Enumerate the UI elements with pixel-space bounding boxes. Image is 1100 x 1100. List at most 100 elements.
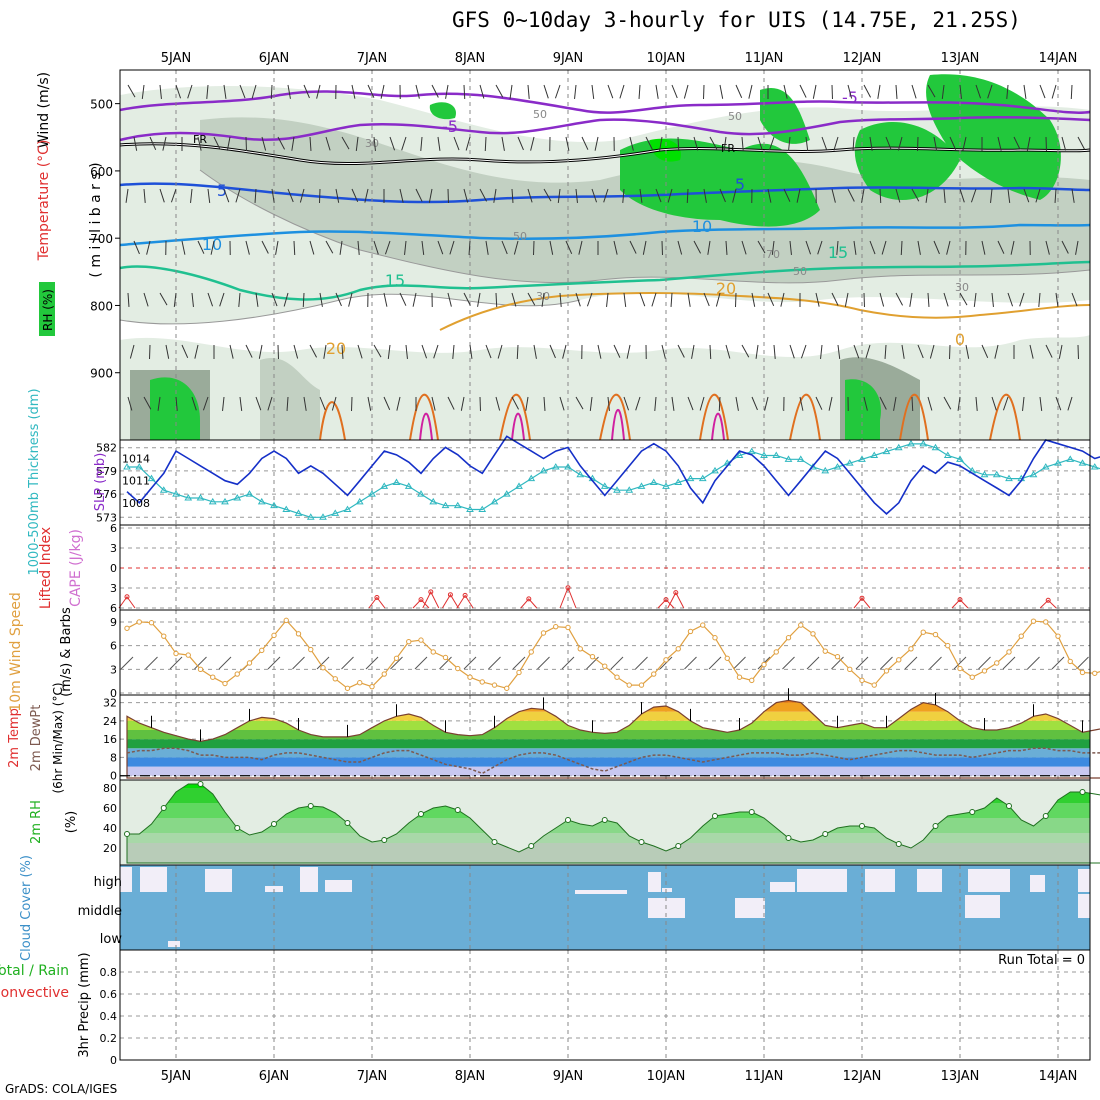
thickness-point [735,451,744,458]
wind-axis-label: Wind (m/s) [36,72,52,148]
wind-barb [530,136,535,151]
wind-barb [895,84,898,100]
wind-barb [325,136,331,151]
wind-barb [800,344,807,359]
wind10m-point [320,665,326,671]
wind10m-point [945,642,951,649]
temp-units-label: (6hr Min/Max) (°C) [51,682,65,793]
wind-barb [991,292,994,307]
wind-barb [957,396,961,411]
wind-barb [900,240,903,256]
wind10m-point [393,655,400,661]
wind-barb [677,240,683,255]
wind-barb [815,396,823,410]
wind-barb [997,240,1005,254]
wind-barb [877,84,881,99]
wind-barb [831,188,836,203]
wind10m-point [663,657,669,663]
wind-barb [341,136,350,150]
wind-barb [323,344,327,359]
wind10m-barb [145,656,158,670]
wind-barb [881,240,887,255]
lifted-index-point [673,590,679,596]
thickness-point [760,451,768,458]
wind-barb [509,84,513,99]
wind-barb [1007,292,1014,307]
wind-barb [485,344,492,359]
rh-band [127,833,1090,843]
thickness-point [796,455,805,462]
wind-barb [226,136,231,151]
wind10m-point [185,652,191,658]
rh-point [418,811,424,817]
lifted-index-spike [118,595,136,609]
thickness-point [429,497,438,505]
wind-barb [415,84,420,99]
precip-tick-label: 0.6 [100,988,118,1001]
wind-barb [707,240,711,255]
wind-barb [574,84,577,99]
wind-barb [271,292,278,307]
panel-borders [119,69,1091,1061]
wind-barb [741,136,744,151]
wind-barb [364,188,369,203]
rh-tick-label: 80 [103,782,117,795]
wind-barb [929,344,935,359]
isotherm-label: 0 [955,330,965,349]
thickness-point [980,470,989,478]
wind10m-point [810,631,816,637]
rh-point [160,805,167,811]
temp-band [127,766,1090,776]
precip-tick-label: 0 [110,1054,117,1067]
wind-barb [235,188,241,203]
wind-barb [283,292,289,307]
temperature-axis-label: Temperature (°C) [36,140,52,262]
wind-barb [799,396,804,411]
thickness-point [478,505,487,513]
wind-barb [911,188,920,202]
wind-barb [994,344,999,359]
wind-barb [254,188,257,204]
wind-barb [245,240,250,255]
wind-barb [751,292,756,307]
wind-barb [213,136,221,150]
thickness-point [698,474,707,482]
wind-barb [1039,84,1046,99]
wind-barb [836,240,839,255]
wind-barb [484,136,487,152]
wind-barb [541,292,545,307]
wind-barb [757,240,766,254]
wind-barb [129,344,135,359]
wind-barb [527,188,533,203]
lifted-index-spike [667,591,685,609]
wind10m-point [308,646,314,653]
rh-point [491,839,498,845]
precip-tick-label: 0.4 [100,1010,118,1023]
wind-barb [970,188,977,203]
wind10m-point [749,677,755,684]
wind-barb [852,136,855,152]
wind10m-point [295,631,302,637]
wind-barb [635,396,641,411]
wind-barb [335,188,340,203]
temp-tick-label: 0 [110,770,117,783]
wind10m-barb [169,656,183,670]
wind-barb [239,84,246,99]
wind-barb [351,84,356,99]
wind-barb [175,84,182,99]
rh-point [1006,803,1012,809]
thickness-point [1078,459,1087,466]
wind-barb [987,84,993,99]
wind10m-point [516,669,522,676]
rh-band [127,843,1090,863]
wind10m-point [969,674,975,680]
cloud-level-label: high [94,875,122,890]
wind-barb [495,84,504,98]
upper-air-labels: -5 -5 FR FR 5 5 10 10 15 15 20 20 0 50 50 30 30 70 50 30 50 [125,84,1086,412]
rh-point [271,821,277,827]
thickness-point [1041,463,1050,470]
lifted-index-point [447,592,453,598]
wind-barb [1051,84,1057,99]
thickness-point [294,509,303,516]
wind-barb [206,84,209,99]
